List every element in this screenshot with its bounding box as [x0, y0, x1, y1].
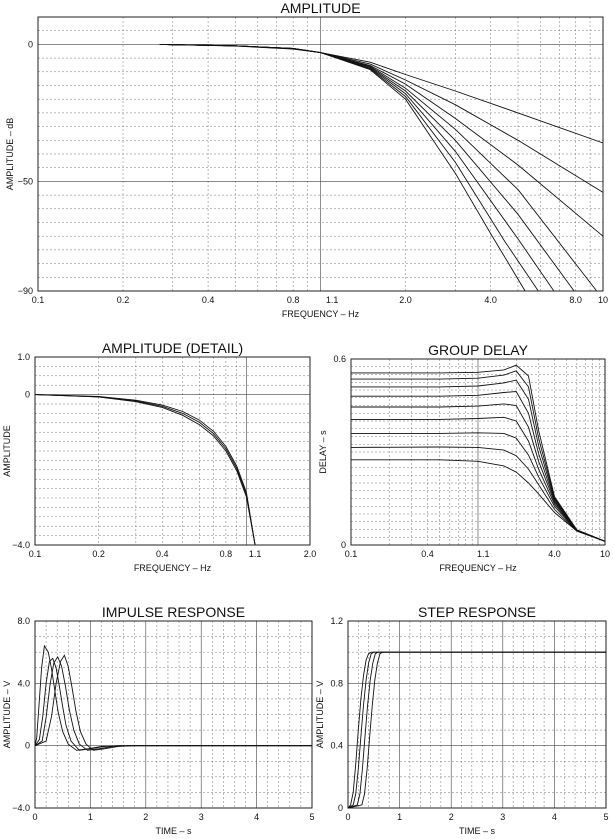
chart-amplitude: AMPLITUDE 0.1 0.2 0.4 0.8 1.1 2.0 4.0 8.0 10 0 −50 −… — [5, 0, 608, 319]
x-tick-label: 1 — [397, 812, 402, 822]
y-tick-label: 0 — [25, 741, 30, 751]
y-tick-label: −4.0 — [12, 540, 30, 550]
x-tick-label: 0.1 — [345, 549, 358, 559]
plot-frame — [34, 356, 311, 546]
x-tick-label: 0.4 — [421, 549, 434, 559]
series-line-8 — [159, 43, 526, 292]
y-tick-label: 0 — [338, 803, 343, 813]
x-tick-label: 0.8 — [220, 549, 233, 559]
series-line-2 — [159, 43, 604, 193]
x-axis-label: FREQUENCY – Hz — [439, 563, 517, 573]
plot-frame — [347, 620, 607, 809]
chart-title: AMPLITUDE — [280, 0, 360, 16]
x-tick-label: 5 — [309, 812, 314, 822]
series-line-2 — [34, 394, 256, 546]
series-line-1 — [34, 644, 312, 751]
y-axis-label: DELAY – s — [318, 430, 328, 474]
x-tick-label: 4 — [552, 812, 557, 822]
y-axis-label: AMPLITUDE – dB — [5, 118, 15, 191]
x-axis-label: TIME – s — [155, 826, 192, 836]
vertical-gridlines — [122, 17, 591, 291]
x-tick-label: 0 — [345, 812, 350, 822]
y-tick-label: 4.0 — [17, 678, 30, 688]
x-tick-label: 5 — [603, 812, 608, 822]
series-line-2 — [350, 446, 606, 542]
y-tick-label: −90 — [18, 286, 33, 296]
series-line-4 — [347, 651, 606, 809]
series-line-9 — [351, 364, 606, 542]
x-tick-label: 0.1 — [29, 549, 42, 559]
x-tick-label: 3 — [500, 812, 505, 822]
plot-frame — [37, 16, 604, 292]
x-tick-label: 8.0 — [569, 295, 582, 305]
chart-title: IMPULSE RESPONSE — [102, 604, 245, 620]
series-line-4 — [34, 654, 312, 751]
y-axis-label: AMPLITUDE — [2, 425, 12, 477]
x-tick-label: 2.0 — [304, 549, 317, 559]
x-tick-label: 10 — [598, 295, 608, 305]
x-tick-label: 0.2 — [117, 295, 130, 305]
y-axis-label: AMPLITUDE – V — [315, 681, 325, 749]
chart-title: GROUP DELAY — [428, 342, 529, 358]
chart-group-delay: GROUP DELAY 0.1 0.4 1.1 4.0 10 0.6 0 FREQUENCY –… — [318, 342, 610, 573]
y-tick-label: −4.0 — [12, 803, 30, 813]
x-tick-label: 0.4 — [156, 549, 169, 559]
x-tick-label: 4.0 — [484, 295, 497, 305]
y-tick-label: 0.4 — [330, 741, 343, 751]
x-tick-label: 2 — [143, 812, 148, 822]
x-tick-label: 0.4 — [202, 295, 215, 305]
x-tick-label: 4.0 — [548, 549, 561, 559]
x-tick-label: 1.1 — [477, 549, 490, 559]
chart-title: AMPLITUDE (DETAIL) — [102, 340, 243, 356]
series-line-3 — [34, 394, 256, 546]
horizontal-gridlines — [35, 366, 310, 536]
x-tick-label: 0.8 — [287, 295, 300, 305]
series-line-1 — [351, 459, 606, 542]
series-line-6 — [351, 391, 606, 542]
y-tick-label: 0 — [25, 390, 30, 400]
y-tick-label: 0.8 — [330, 678, 343, 688]
y-tick-label: 0 — [28, 39, 33, 49]
x-tick-label: 0 — [32, 812, 37, 822]
series-line-1 — [34, 394, 256, 546]
y-tick-label: 1.0 — [17, 352, 30, 362]
chart-step-response: STEP RESPONSE 0 1 2 3 4 5 1.2 0.8 0.4 0 TIME – s AMP… — [315, 604, 609, 836]
x-axis-label: FREQUENCY – Hz — [282, 309, 360, 319]
x-tick-label: 1.1 — [249, 549, 262, 559]
y-axis-label: AMPLITUDE – V — [2, 681, 12, 749]
series-line-5 — [351, 403, 606, 542]
plot-frame — [350, 358, 606, 546]
x-tick-label: 3 — [199, 812, 204, 822]
x-axis-label: FREQUENCY – Hz — [134, 563, 212, 573]
chart-title: STEP RESPONSE — [418, 604, 536, 620]
x-tick-label: 1 — [88, 812, 93, 822]
series-line-2 — [34, 657, 312, 751]
y-tick-label: −50 — [18, 176, 33, 186]
x-tick-label: 4 — [254, 812, 259, 822]
horizontal-gridlines — [348, 636, 606, 793]
x-tick-label: 0.1 — [32, 295, 45, 305]
x-tick-label: 0.2 — [92, 549, 105, 559]
series-line-4 — [351, 416, 606, 542]
y-tick-label: 0 — [341, 540, 346, 550]
y-tick-label: 0.6 — [333, 354, 346, 364]
x-tick-label: 1.1 — [326, 295, 339, 305]
plot-frame — [34, 620, 313, 809]
y-tick-label: 1.2 — [330, 616, 343, 626]
x-tick-label: 2.0 — [399, 295, 412, 305]
x-axis-label: TIME – s — [459, 826, 496, 836]
x-tick-label: 10 — [600, 549, 610, 559]
series-line-1 — [159, 43, 604, 144]
y-tick-label: 8.0 — [17, 616, 30, 626]
x-tick-label: 2 — [449, 812, 454, 822]
chart-amplitude-detail: AMPLITUDE (DETAIL) 0.1 0.2 0.4 0.8 1.1 2.0 1.0 0… — [2, 340, 316, 573]
series-line-7 — [159, 43, 539, 292]
series-line-3 — [351, 432, 606, 542]
series-line-3 — [34, 655, 312, 751]
